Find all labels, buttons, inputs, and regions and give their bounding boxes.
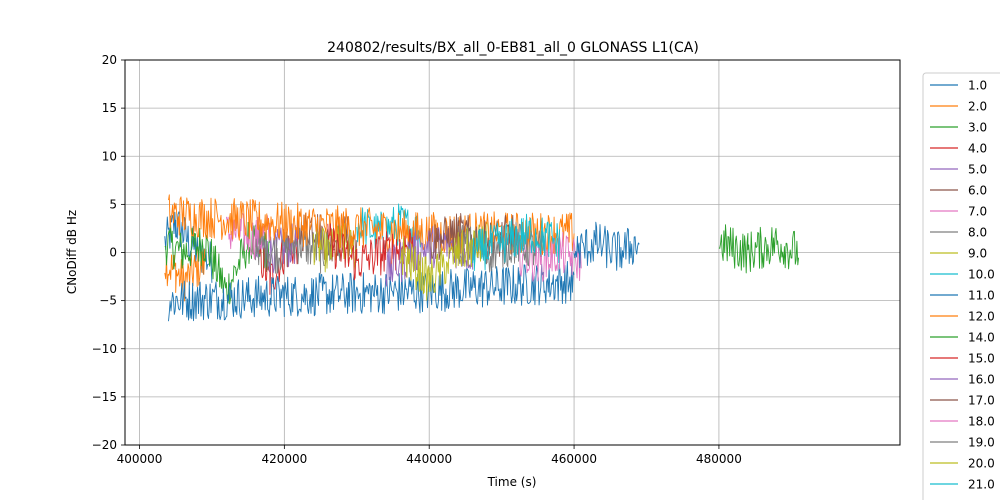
legend-entry: 6.0 <box>930 184 987 198</box>
series-line <box>258 221 300 295</box>
series-line <box>573 221 640 271</box>
series-line <box>164 221 271 305</box>
legend-entry: 14.0 <box>930 331 995 345</box>
y-tick-label: 20 <box>102 53 117 67</box>
legend-entry: 22.0 <box>968 499 995 500</box>
y-tick-label: 0 <box>109 246 117 260</box>
legend-entry: 16.0 <box>930 373 995 387</box>
legend-label: 14.0 <box>968 331 995 345</box>
legend-label: 16.0 <box>968 373 995 387</box>
legend-entry: 10.0 <box>930 268 995 282</box>
series-line <box>327 223 416 281</box>
legend-label: 20.0 <box>968 457 995 471</box>
legend-label: 6.0 <box>968 184 987 198</box>
series-8-0 <box>254 224 343 274</box>
legend-entry: 2.0 <box>930 100 987 114</box>
legend-entry: 20.0 <box>930 457 995 471</box>
y-tick-label: 15 <box>102 101 117 115</box>
legend-label: 11.0 <box>968 289 995 303</box>
series-15-0 <box>327 223 416 281</box>
y-tick-label: 5 <box>109 197 117 211</box>
series-14-0 <box>718 224 800 274</box>
legend-entry: 15.0 <box>930 352 995 366</box>
series-4-0 <box>258 221 300 295</box>
y-tick-label: −20 <box>92 438 117 452</box>
series-line <box>168 261 575 322</box>
series-20-0 <box>399 222 488 301</box>
legend-label: 17.0 <box>968 394 995 408</box>
y-tick-label: 10 <box>102 149 117 163</box>
series-3-0 <box>164 221 271 305</box>
axis-ticks: 400000 420000 440000 460000 480000 −20 −15 −10 −… <box>92 53 742 466</box>
legend-label: 9.0 <box>968 247 987 261</box>
legend-label: 5.0 <box>968 163 987 177</box>
x-tick-label: 420000 <box>261 452 307 466</box>
legend-label: 18.0 <box>968 415 995 429</box>
series-line <box>399 222 488 301</box>
legend-label: 7.0 <box>968 205 987 219</box>
x-tick-label: 480000 <box>696 452 742 466</box>
legend-label: 10.0 <box>968 268 995 282</box>
legend-box <box>922 72 1000 500</box>
legend-entry: 21.0 <box>930 478 995 492</box>
series-21-0 <box>472 213 561 272</box>
series-line <box>168 194 575 256</box>
x-tick-label: 460000 <box>551 452 597 466</box>
y-tick-label: −15 <box>92 390 117 404</box>
legend-entry: 17.0 <box>930 394 995 408</box>
y-tick-label: −10 <box>92 342 117 356</box>
series-12-0 <box>168 194 575 256</box>
legend-label: 3.0 <box>968 121 987 135</box>
legend-entry: 12.0 <box>930 310 995 324</box>
x-tick-label: 400000 <box>117 452 163 466</box>
legend-entry: 5.0 <box>930 163 987 177</box>
legend-label: 21.0 <box>968 478 995 492</box>
legend-entry: 9.0 <box>930 247 987 261</box>
legend-entry: 3.0 <box>930 121 987 135</box>
legend-label: 19.0 <box>968 436 995 450</box>
legend: 1.0 2.0 3.0 4.0 5.0 6.0 7.0 8.0 9.0 10.0 11.0 12.0 1… <box>922 72 1000 500</box>
x-tick-label: 440000 <box>406 452 452 466</box>
series-22-0 <box>573 221 640 271</box>
series-11-0 <box>168 261 575 322</box>
legend-entry: 1.0 <box>930 79 987 93</box>
series-18-0 <box>515 231 582 282</box>
x-axis-label: Time (s) <box>487 475 537 489</box>
y-tick-label: −5 <box>99 294 117 308</box>
legend-label: 2.0 <box>968 100 987 114</box>
series-layer <box>164 194 800 322</box>
legend-entry: 4.0 <box>930 142 987 156</box>
legend-entry: 11.0 <box>930 289 995 303</box>
legend-label: 15.0 <box>968 352 995 366</box>
legend-entry: 8.0 <box>930 226 987 240</box>
series-line <box>254 224 343 274</box>
y-axis-label: CNoDiff dB Hz <box>65 210 79 294</box>
legend-label: 1.0 <box>968 79 987 93</box>
series-line <box>718 224 800 274</box>
legend-entry: 18.0 <box>930 415 995 429</box>
series-line <box>472 213 561 272</box>
legend-entry: 19.0 <box>930 436 995 450</box>
legend-label: 22.0 <box>968 499 995 500</box>
legend-entry: 7.0 <box>930 205 987 219</box>
legend-label: 4.0 <box>968 142 987 156</box>
chart-title: 240802/results/BX_all_0-EB81_all_0 GLONA… <box>327 40 699 56</box>
legend-label: 12.0 <box>968 310 995 324</box>
legend-label: 8.0 <box>968 226 987 240</box>
series-line <box>515 231 582 282</box>
